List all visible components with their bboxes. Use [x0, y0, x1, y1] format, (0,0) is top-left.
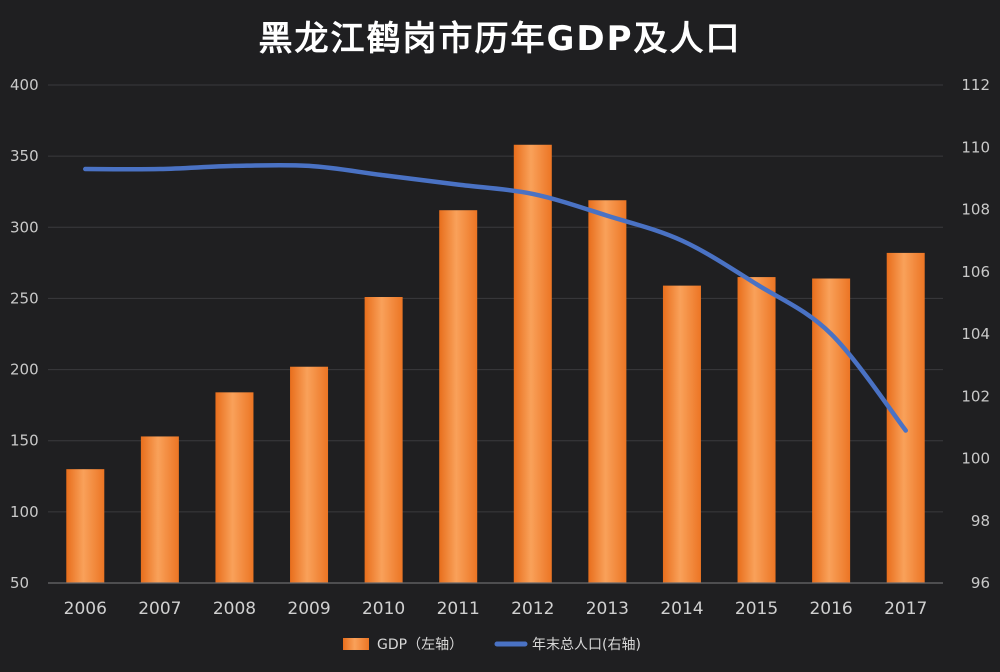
population-line: [83, 162, 908, 433]
x-axis: 2006 2007 2008 2009 2010 2011 2012 2013 2014 2015…: [64, 599, 928, 619]
bar-2015: [737, 277, 776, 583]
x-tick: 2015: [735, 599, 778, 619]
y-right-tick: 108: [961, 201, 990, 219]
population-point-2011: [456, 182, 461, 187]
y-left-tick: 50: [10, 574, 29, 592]
gdp-bars: [66, 144, 925, 583]
y-left-tick: 200: [10, 361, 39, 379]
y-right-tick: 100: [961, 450, 990, 468]
population-point-2016: [829, 332, 834, 336]
population-point-2015: [754, 282, 759, 287]
population-point-2007: [157, 167, 162, 172]
bar-2007: [140, 436, 179, 583]
population-point-2008: [232, 163, 237, 168]
population-point-2014: [679, 238, 684, 243]
legend-gdp-label: GDP（左轴）: [377, 637, 463, 653]
x-tick: 2009: [287, 599, 330, 619]
bar-2017: [886, 252, 925, 583]
x-tick: 2007: [138, 599, 181, 619]
bar-2013: [588, 200, 627, 583]
chart-title: 黑龙江鹤岗市历年GDP及人口: [258, 19, 741, 59]
population-point-2017: [903, 428, 908, 433]
bar-2011: [439, 210, 478, 583]
bar-2016: [812, 278, 851, 583]
y-axis-left: 50 100 150 200 250 300 350 400: [10, 76, 39, 592]
y-right-tick: 112: [961, 76, 990, 94]
legend-gdp-swatch: [343, 638, 369, 650]
population-point-2009: [307, 163, 312, 168]
bar-2010: [364, 297, 403, 583]
x-tick: 2006: [64, 599, 107, 619]
y-right-tick: 106: [961, 263, 990, 281]
population-point-2012: [530, 191, 535, 196]
legend-population-label: 年末总人口(右轴): [532, 637, 641, 653]
bar-2014: [662, 285, 701, 583]
y-axis-right: 96 98 100 102 104 106 108 110 112: [961, 76, 990, 592]
population-point-2006: [83, 167, 88, 172]
y-left-tick: 100: [10, 503, 39, 521]
bar-2008: [215, 392, 254, 583]
x-tick: 2008: [213, 599, 256, 619]
bar-2009: [290, 366, 329, 583]
y-right-tick: 96: [971, 574, 990, 592]
x-tick: 2010: [362, 599, 405, 619]
x-tick: 2011: [437, 599, 480, 619]
x-tick: 2016: [809, 599, 852, 619]
y-right-tick: 110: [961, 138, 990, 156]
y-left-tick: 350: [10, 147, 39, 165]
population-line-path: [83, 162, 908, 433]
y-right-tick: 102: [961, 387, 990, 405]
population-point-2013: [605, 213, 610, 218]
y-right-tick: 98: [971, 512, 990, 530]
x-tick: 2013: [586, 599, 629, 619]
y-right-tick: 104: [961, 325, 990, 343]
x-tick: 2017: [884, 599, 927, 619]
grid-lines: [48, 84, 943, 513]
y-left-tick: 250: [10, 289, 39, 307]
y-left-tick: 150: [10, 432, 39, 450]
y-left-tick: 300: [10, 218, 39, 236]
bar-2006: [66, 469, 105, 583]
x-tick: 2014: [660, 599, 703, 619]
legend: GDP（左轴） 年末总人口(右轴): [343, 637, 641, 653]
y-left-tick: 400: [10, 76, 39, 94]
population-point-2010: [381, 173, 386, 178]
x-tick: 2012: [511, 599, 554, 619]
bar-2012: [513, 144, 552, 583]
